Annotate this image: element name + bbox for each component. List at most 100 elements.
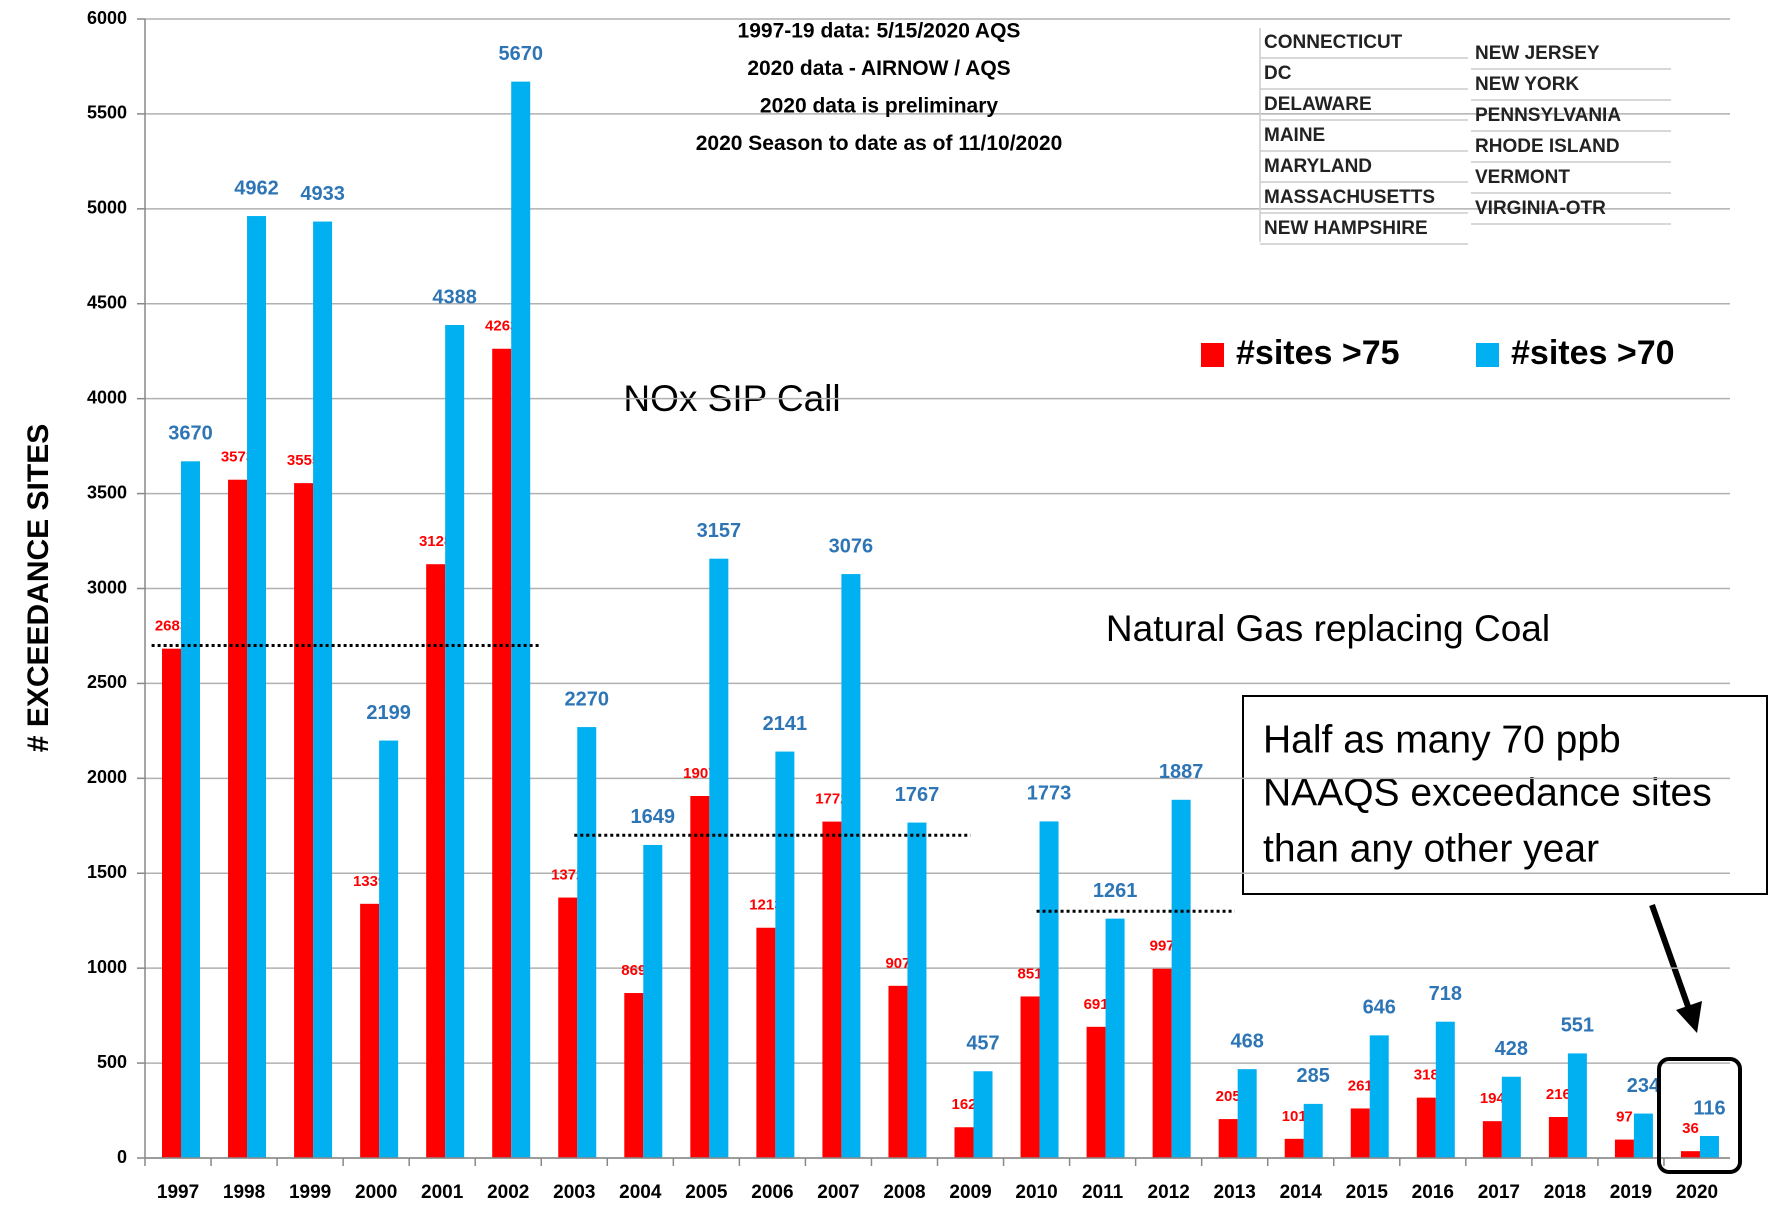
value-label: 428 <box>1495 1038 1528 1060</box>
state-label: NEW YORK <box>1475 74 1579 95</box>
y-tick-label: 5000 <box>87 198 127 218</box>
x-tick-label: 2002 <box>487 1182 529 1203</box>
legend-label: #sites >75 <box>1236 334 1400 372</box>
y-tick-label: 4000 <box>87 387 127 407</box>
bar <box>1369 1035 1389 1158</box>
value-label: 3076 <box>829 535 874 557</box>
x-tick-label: 2012 <box>1148 1182 1190 1203</box>
x-tick-label: 2001 <box>421 1182 464 1203</box>
x-tick-label: 2005 <box>685 1182 728 1203</box>
bar <box>888 985 908 1158</box>
state-label: RHODE ISLAND <box>1475 136 1620 157</box>
bar <box>841 574 861 1158</box>
legend-swatch <box>1201 343 1224 367</box>
value-label: 216 <box>1546 1086 1571 1103</box>
bar <box>954 1127 974 1158</box>
value-label: 457 <box>966 1033 999 1055</box>
bar <box>313 221 333 1158</box>
bar <box>1633 1113 1653 1158</box>
value-label: 1772 <box>815 791 848 808</box>
bar <box>228 479 248 1159</box>
value-label: 162 <box>951 1096 976 1113</box>
value-label: 194 <box>1480 1090 1506 1107</box>
y-tick-label: 2500 <box>87 672 127 692</box>
value-label: 869 <box>621 962 646 979</box>
annotation: Natural Gas replacing Coal <box>1106 608 1550 649</box>
bar <box>247 216 267 1158</box>
value-label: 36 <box>1682 1120 1699 1137</box>
bar <box>1567 1053 1587 1158</box>
value-label: 285 <box>1297 1065 1330 1087</box>
x-tick-label: 2008 <box>883 1182 925 1203</box>
bar <box>1501 1076 1521 1158</box>
bar <box>1699 1135 1719 1158</box>
state-label: NEW HAMPSHIRE <box>1264 218 1428 239</box>
value-label: 907 <box>885 955 910 972</box>
bar <box>181 461 200 1159</box>
x-tick-label: 2014 <box>1280 1182 1323 1203</box>
y-tick-label: 1500 <box>87 862 127 882</box>
value-label: 1767 <box>895 784 940 806</box>
x-tick-label: 2013 <box>1214 1182 1256 1203</box>
value-label: 468 <box>1230 1030 1263 1052</box>
state-label: DC <box>1264 63 1292 84</box>
value-label: 551 <box>1561 1015 1594 1037</box>
value-label: 646 <box>1363 997 1396 1019</box>
bar <box>1303 1103 1323 1158</box>
bar <box>558 897 578 1158</box>
value-label: 1372 <box>551 867 584 884</box>
y-tick-label: 1000 <box>87 957 127 977</box>
bar <box>1284 1138 1304 1158</box>
x-tick-label: 1998 <box>223 1182 265 1203</box>
value-label: 1907 <box>683 765 716 782</box>
bar <box>1218 1119 1238 1158</box>
bar <box>1152 968 1172 1158</box>
bar <box>1680 1151 1700 1158</box>
x-tick-label: 2020 <box>1676 1182 1718 1203</box>
bar <box>511 81 531 1158</box>
highlight-box <box>1657 1057 1742 1174</box>
y-tick-label: 4500 <box>87 293 127 313</box>
y-tick-label: 3000 <box>87 577 127 597</box>
bar <box>1039 821 1059 1158</box>
value-label: 3157 <box>697 520 742 542</box>
value-label: 1339 <box>353 873 386 890</box>
x-tick-label: 1997 <box>157 1182 199 1203</box>
plot: 0 500 1000 1500 2000 2500 3000 3500 4000 4500 5000… <box>87 8 1730 1203</box>
bar <box>1020 996 1040 1158</box>
state-label: MARYLAND <box>1264 156 1372 177</box>
value-label: 5670 <box>498 43 543 65</box>
y-tick-label: 0 <box>117 1147 127 1167</box>
x-tick-label: 2019 <box>1610 1182 1652 1203</box>
x-tick-label: 2006 <box>751 1182 793 1203</box>
value-label: 718 <box>1429 983 1462 1005</box>
bar <box>360 903 380 1158</box>
x-tick-label: 2011 <box>1082 1182 1124 1203</box>
callout-box <box>1242 695 1768 895</box>
bar <box>690 795 710 1158</box>
note: 2020 data is preliminary <box>760 95 998 118</box>
x-tick-label: 2003 <box>553 1182 595 1203</box>
value-label: 1887 <box>1159 761 1204 783</box>
value-label: 691 <box>1084 996 1109 1013</box>
value-label: 116 <box>1693 1097 1725 1119</box>
callout-text: than any other year <box>1263 827 1599 870</box>
callout-text: Half as many 70 ppb <box>1263 718 1621 761</box>
x-tick-label: 1999 <box>289 1182 331 1203</box>
x-tick-label: 2015 <box>1346 1182 1389 1203</box>
bar <box>1435 1021 1455 1158</box>
legend-label: #sites >70 <box>1511 334 1675 372</box>
bar <box>643 844 663 1158</box>
y-axis-label: # EXCEEDANCE SITES <box>22 424 55 752</box>
bar <box>1105 918 1125 1158</box>
bar <box>624 993 644 1158</box>
note: 2020 Season to date as of 11/10/2020 <box>696 132 1063 155</box>
x-tick-label: 2007 <box>817 1182 859 1203</box>
state-label: VIRGINIA-OTR <box>1475 198 1606 219</box>
y-tick-label: 5500 <box>87 103 127 123</box>
value-label: 97 <box>1616 1109 1633 1126</box>
bar <box>1350 1108 1370 1158</box>
x-tick-label: 2018 <box>1544 1182 1586 1203</box>
bar <box>709 558 729 1158</box>
